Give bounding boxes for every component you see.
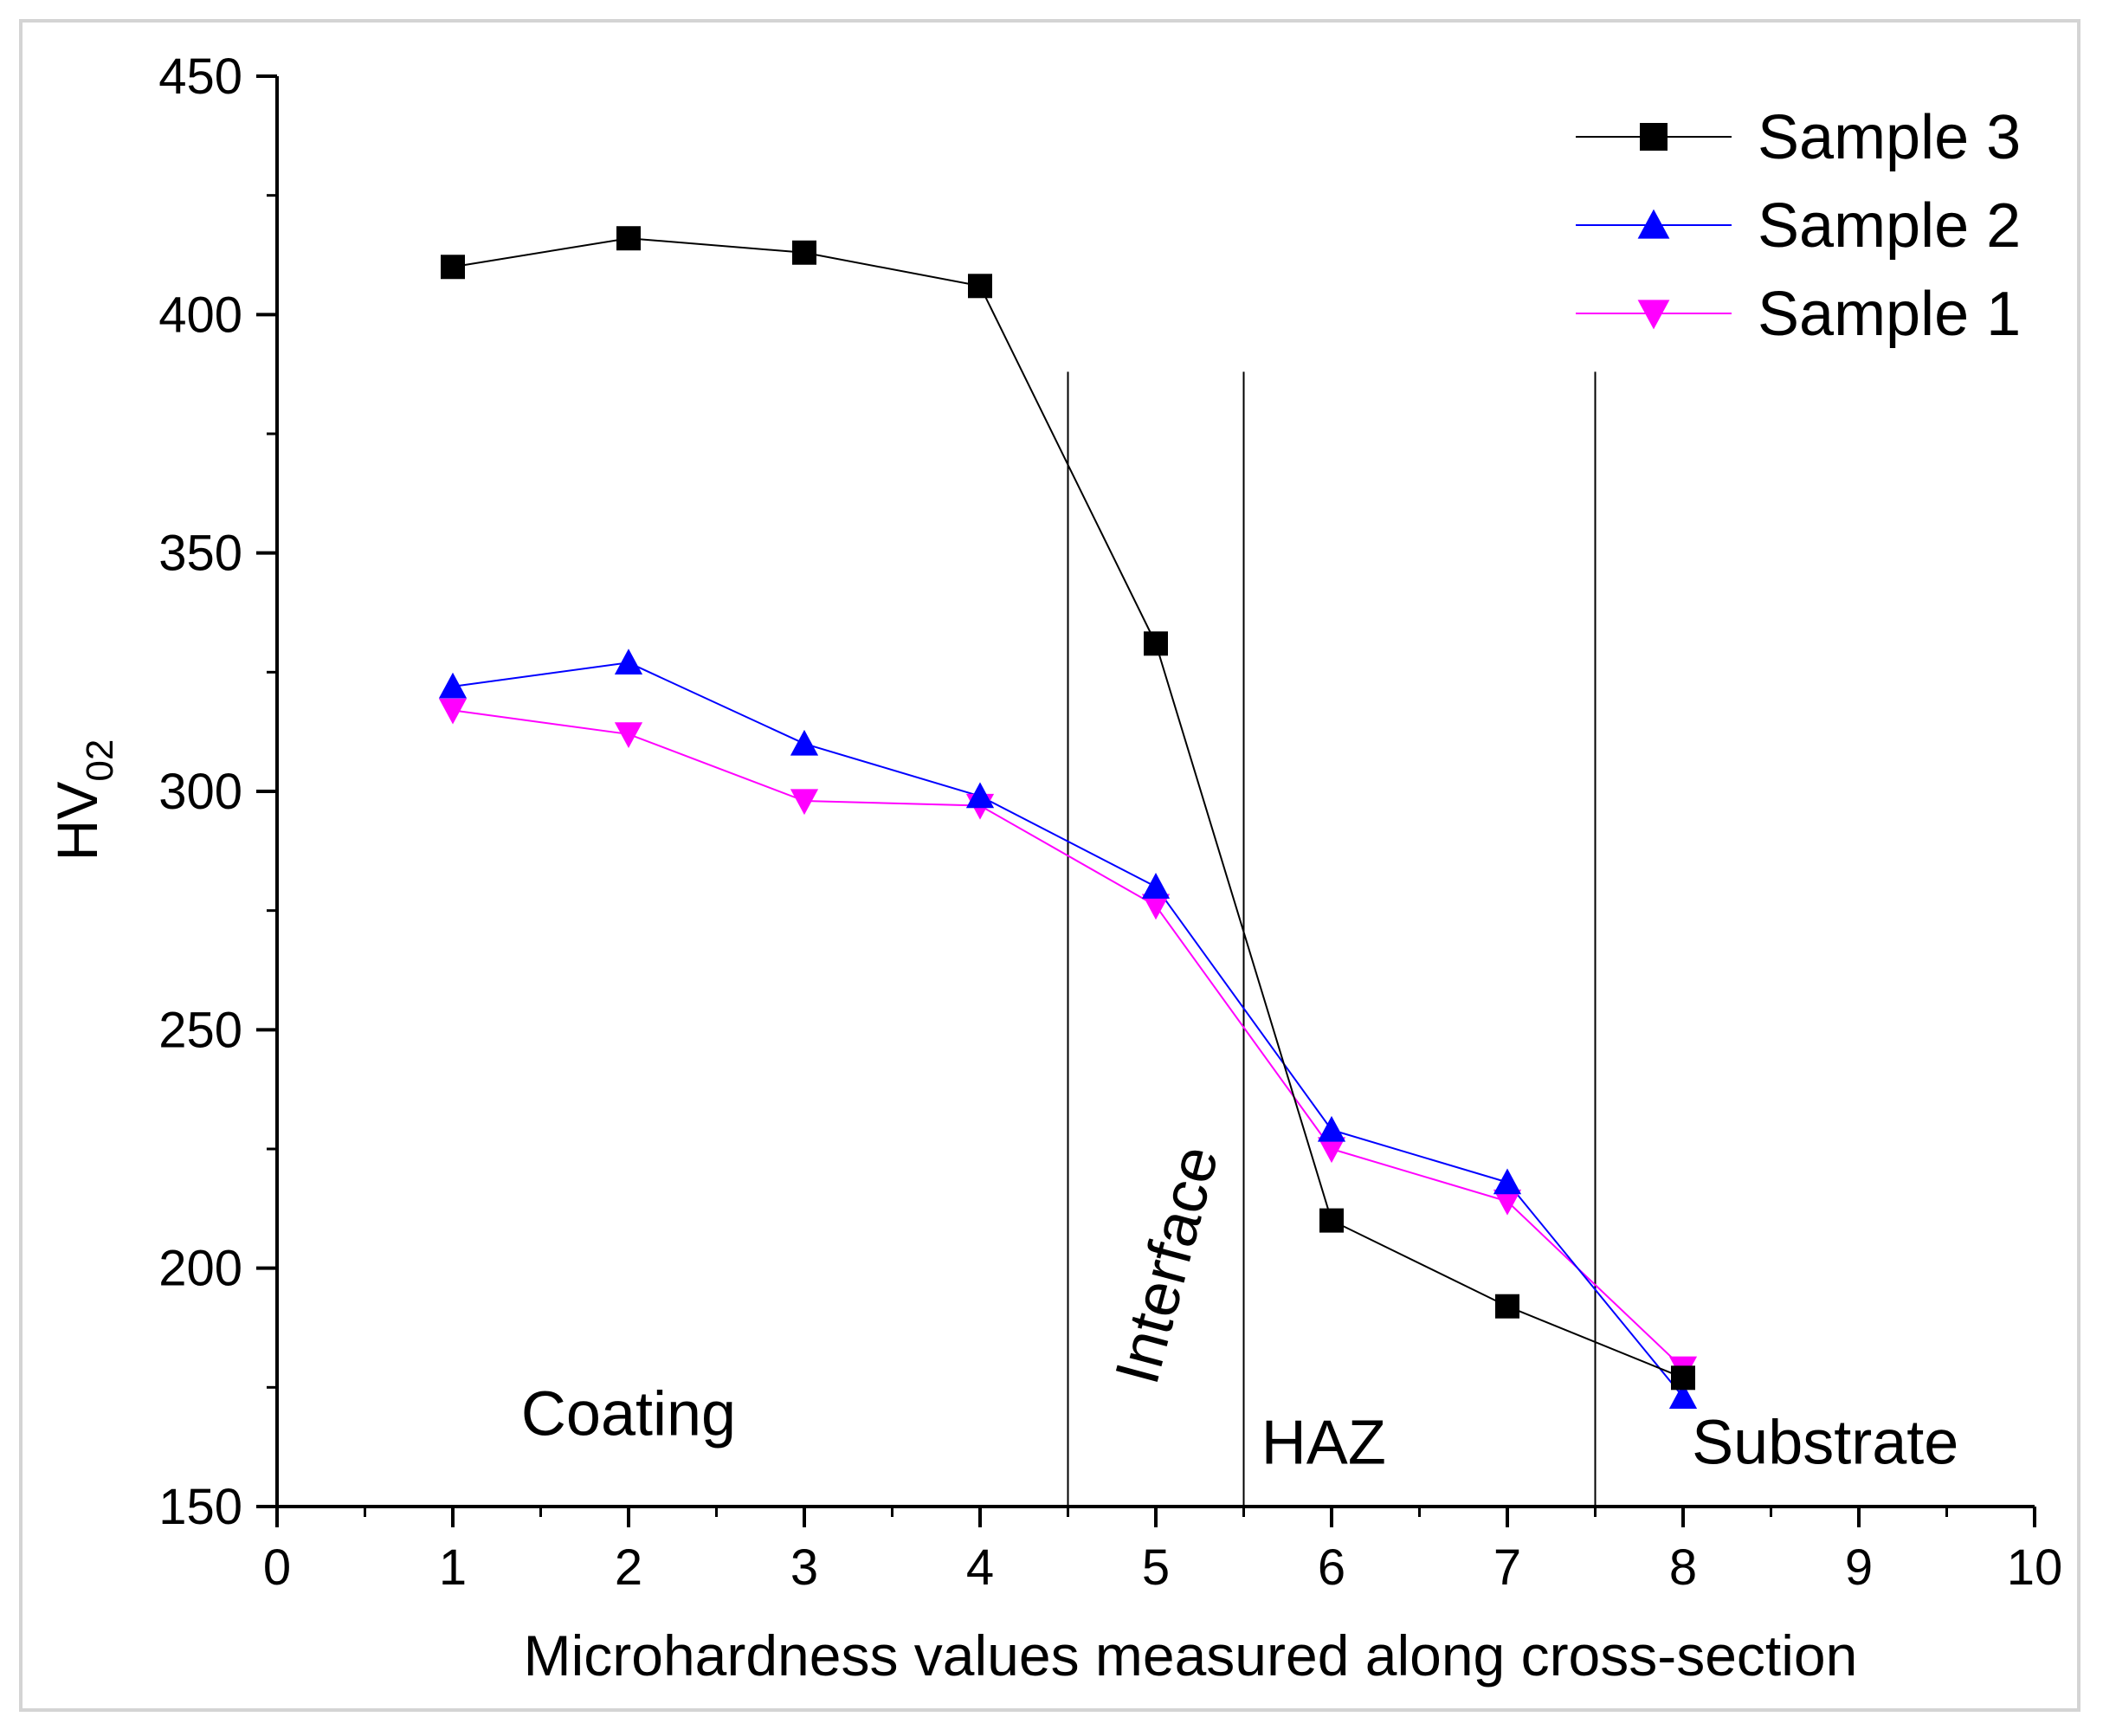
y-tick-label: 450 — [158, 48, 242, 105]
y-tick-label: 400 — [158, 287, 242, 343]
x-tick-label: 0 — [263, 1539, 291, 1596]
region-labels: Coating Interface HAZ Substrate — [521, 1139, 1958, 1477]
x-tick-label: 7 — [1493, 1539, 1521, 1596]
data-point-triangle-up — [965, 782, 995, 809]
region-label-substrate: Substrate — [1692, 1408, 1958, 1477]
legend-marker — [1637, 209, 1670, 239]
data-point-triangle-down — [614, 722, 643, 749]
data-point-square — [1319, 1208, 1344, 1233]
x-tick-label: 10 — [2007, 1539, 2063, 1596]
y-tick-label: 350 — [158, 526, 242, 582]
legend-label: Sample 1 — [1758, 280, 2021, 349]
data-point-triangle-up — [438, 672, 468, 699]
legend-label: Sample 2 — [1758, 191, 2021, 261]
region-dividers — [1067, 371, 1597, 1507]
data-point-triangle-up — [1668, 1383, 1698, 1410]
data-point-square — [968, 274, 992, 299]
y-tick-label: 300 — [158, 764, 242, 820]
data-point-triangle-up — [1141, 873, 1171, 899]
x-tick-label: 6 — [1318, 1539, 1345, 1596]
y-axis-title: HV02 — [45, 739, 121, 862]
x-axis-title: Microhardness values measured along cros… — [524, 1623, 1858, 1688]
y-axis-title-main: HV — [45, 782, 109, 862]
data-point-square — [441, 255, 465, 280]
data-point-triangle-down — [438, 698, 468, 725]
series-line-sample-1 — [452, 709, 1684, 1370]
y-axis-title-subscript: 02 — [79, 739, 121, 782]
legend-marker — [1640, 123, 1668, 151]
data-point-triangle-down — [1141, 894, 1171, 920]
x-tick-label: 4 — [966, 1539, 994, 1596]
x-tick-label: 8 — [1669, 1539, 1697, 1596]
x-tick-label: 9 — [1845, 1539, 1873, 1596]
y-tick-label: 200 — [158, 1241, 242, 1297]
x-tick-label: 1 — [439, 1539, 467, 1596]
data-point-square — [1671, 1365, 1695, 1391]
axes: 0 1 2 3 4 5 6 7 8 9 10 150 200 250 300 350 400 450 — [158, 48, 2062, 1596]
figure-frame — [19, 19, 2080, 1712]
data-point-square — [616, 226, 641, 251]
region-label-interface: Interface — [1102, 1139, 1232, 1391]
y-tick-label: 250 — [158, 1002, 242, 1058]
series-layer — [438, 226, 1698, 1410]
data-point-triangle-up — [614, 649, 643, 675]
series-line-sample-2 — [452, 661, 1684, 1397]
data-point-triangle-down — [790, 789, 819, 816]
data-point-triangle-up — [1317, 1115, 1346, 1142]
data-point-square — [1144, 631, 1168, 656]
data-point-triangle-up — [1493, 1168, 1522, 1195]
region-label-coating: Coating — [521, 1379, 736, 1449]
data-point-square — [1495, 1294, 1519, 1319]
legend-label: Sample 3 — [1758, 103, 2021, 172]
x-tick-label: 5 — [1142, 1539, 1170, 1596]
region-label-haz: HAZ — [1261, 1408, 1386, 1477]
data-point-triangle-down — [1493, 1189, 1522, 1216]
series-line-sample-3 — [452, 237, 1684, 1379]
legend-marker — [1637, 300, 1670, 330]
data-point-triangle-up — [790, 729, 819, 756]
data-point-square — [792, 240, 816, 265]
x-tick-label: 2 — [615, 1539, 642, 1596]
x-tick-label: 3 — [790, 1539, 818, 1596]
y-tick-label: 150 — [158, 1479, 242, 1535]
data-point-triangle-down — [1317, 1137, 1346, 1164]
legend: Sample 3 Sample 2 Sample 1 — [1576, 103, 2021, 349]
